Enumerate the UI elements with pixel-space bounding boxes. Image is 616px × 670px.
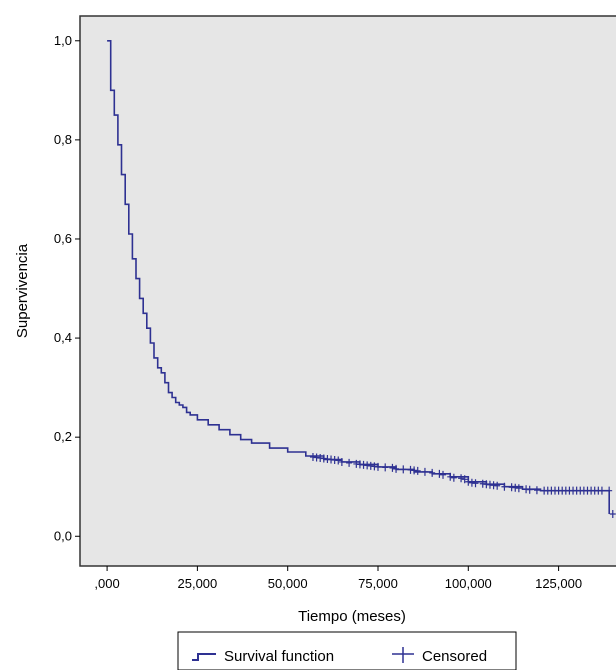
censored-mark bbox=[335, 456, 342, 465]
y-axis-title: Supervivencia bbox=[14, 243, 31, 338]
y-tick-label: 0,6 bbox=[54, 231, 72, 246]
censored-mark bbox=[400, 465, 407, 474]
x-tick-label: 25,000 bbox=[178, 576, 218, 591]
censored-mark bbox=[346, 458, 353, 467]
censored-mark bbox=[494, 481, 501, 490]
plot-area bbox=[79, 15, 616, 567]
censored-mark bbox=[458, 474, 465, 483]
legend-censored-icon bbox=[392, 647, 414, 663]
censored-mark bbox=[533, 486, 540, 495]
x-axis: ,000 25,000 50,000 75,000 100,000 125,000 bbox=[94, 566, 582, 591]
x-tick-label: 125,000 bbox=[535, 576, 582, 591]
censored-mark bbox=[421, 467, 428, 476]
censored-mark bbox=[501, 482, 508, 491]
censored-mark bbox=[440, 470, 447, 479]
censored-mark bbox=[515, 484, 522, 493]
y-tick-label: 0,8 bbox=[54, 132, 72, 147]
censored-mark bbox=[526, 485, 533, 494]
censored-mark bbox=[389, 463, 396, 472]
censored-mark bbox=[393, 464, 400, 473]
y-tick-label: 1,0 bbox=[54, 33, 72, 48]
censored-mark bbox=[598, 486, 605, 495]
legend-censored-label: Censored bbox=[422, 648, 487, 665]
censored-mark bbox=[606, 486, 613, 495]
censored-mark bbox=[472, 479, 479, 488]
legend-survival-icon bbox=[192, 653, 216, 661]
legend-survival-label: Survival function bbox=[224, 648, 334, 665]
censored-mark bbox=[461, 475, 468, 484]
censored-mark bbox=[447, 472, 454, 481]
censored-mark bbox=[465, 477, 472, 486]
censor-marks bbox=[309, 452, 616, 518]
censored-mark bbox=[382, 463, 389, 472]
censored-mark bbox=[429, 468, 436, 477]
x-axis-title: Tiempo (meses) bbox=[298, 608, 406, 625]
censored-mark bbox=[609, 509, 616, 518]
x-tick-label: 100,000 bbox=[445, 576, 492, 591]
legend-box bbox=[177, 631, 517, 670]
legend: Survival function Censored bbox=[177, 631, 517, 670]
y-tick-label: 0,4 bbox=[54, 330, 72, 345]
x-tick-label: ,000 bbox=[94, 576, 119, 591]
x-tick-label: 50,000 bbox=[268, 576, 308, 591]
censored-mark bbox=[338, 457, 345, 466]
censored-mark bbox=[450, 473, 457, 482]
censored-mark bbox=[436, 469, 443, 478]
censored-mark bbox=[374, 462, 381, 471]
y-tick-label: 0,0 bbox=[54, 528, 72, 543]
x-tick-label: 75,000 bbox=[358, 576, 398, 591]
censored-mark bbox=[414, 466, 421, 475]
y-tick-label: 0,2 bbox=[54, 429, 72, 444]
y-axis: 0,0 0,2 0,4 0,6 0,8 1,0 bbox=[54, 33, 80, 543]
